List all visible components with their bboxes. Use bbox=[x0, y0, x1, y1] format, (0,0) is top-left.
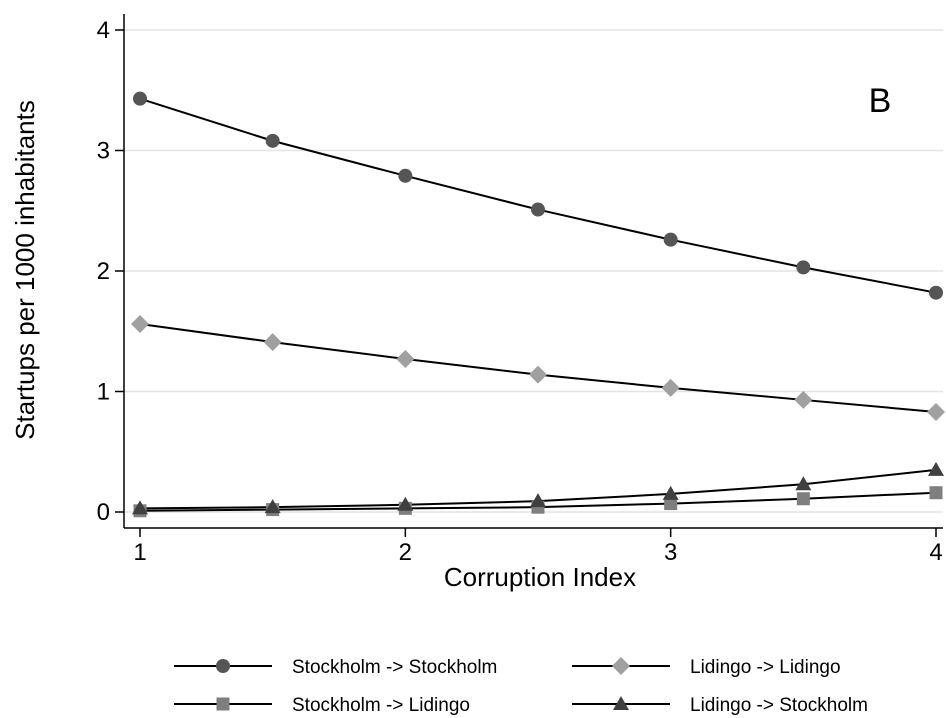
data-point bbox=[396, 349, 415, 368]
data-point bbox=[794, 390, 813, 409]
series-markers bbox=[131, 91, 945, 518]
y-tick-label: 0 bbox=[97, 499, 110, 526]
legend-label: Stockholm -> Lidingo bbox=[292, 695, 470, 716]
panel-label: B bbox=[869, 82, 892, 120]
y-axis-title: Startups per 1000 inhabitants bbox=[10, 100, 40, 440]
legend-label: Lidingo -> Lidingo bbox=[690, 657, 841, 678]
gridlines bbox=[124, 29, 943, 513]
data-point bbox=[131, 315, 149, 334]
legend-label: Lidingo -> Stockholm bbox=[690, 695, 868, 716]
data-point bbox=[795, 476, 812, 491]
x-tick-label: 1 bbox=[133, 539, 146, 566]
data-point bbox=[531, 202, 545, 217]
data-point bbox=[263, 333, 282, 352]
data-point bbox=[929, 486, 943, 500]
data-point bbox=[264, 499, 281, 514]
series-lines bbox=[139, 97, 937, 512]
data-point bbox=[529, 365, 547, 384]
x-axis-title: Corruption Index bbox=[444, 562, 636, 592]
legend-marker bbox=[216, 659, 230, 673]
data-point bbox=[929, 285, 943, 300]
data-point bbox=[132, 500, 148, 515]
data-point bbox=[662, 485, 679, 500]
y-tick-label: 2 bbox=[97, 258, 110, 285]
axes bbox=[115, 14, 943, 537]
x-tick-label: 3 bbox=[664, 539, 677, 566]
y-tick-label: 3 bbox=[97, 138, 110, 165]
data-point bbox=[927, 402, 945, 421]
data-point bbox=[265, 133, 280, 148]
data-point bbox=[661, 378, 680, 397]
data-point bbox=[133, 91, 147, 106]
y-tick-label: 4 bbox=[97, 17, 110, 44]
legend-label: Stockholm -> Stockholm bbox=[292, 657, 497, 678]
legend-marker bbox=[612, 657, 630, 675]
data-point bbox=[397, 496, 414, 511]
legend: Stockholm -> Stockholm Lidingo -> Lidingo… bbox=[174, 657, 868, 716]
data-point bbox=[530, 493, 546, 508]
x-tick-label: 2 bbox=[399, 539, 412, 566]
data-point bbox=[663, 232, 678, 247]
legend-marker bbox=[216, 697, 230, 711]
data-point bbox=[796, 260, 811, 275]
data-point bbox=[398, 168, 413, 183]
y-tick-label: 1 bbox=[97, 379, 110, 406]
data-point bbox=[664, 497, 678, 511]
data-point bbox=[928, 461, 944, 476]
x-tick-label: 4 bbox=[929, 539, 942, 566]
legend-marker bbox=[613, 696, 629, 710]
data-point bbox=[796, 492, 810, 506]
series-line bbox=[139, 97, 937, 294]
